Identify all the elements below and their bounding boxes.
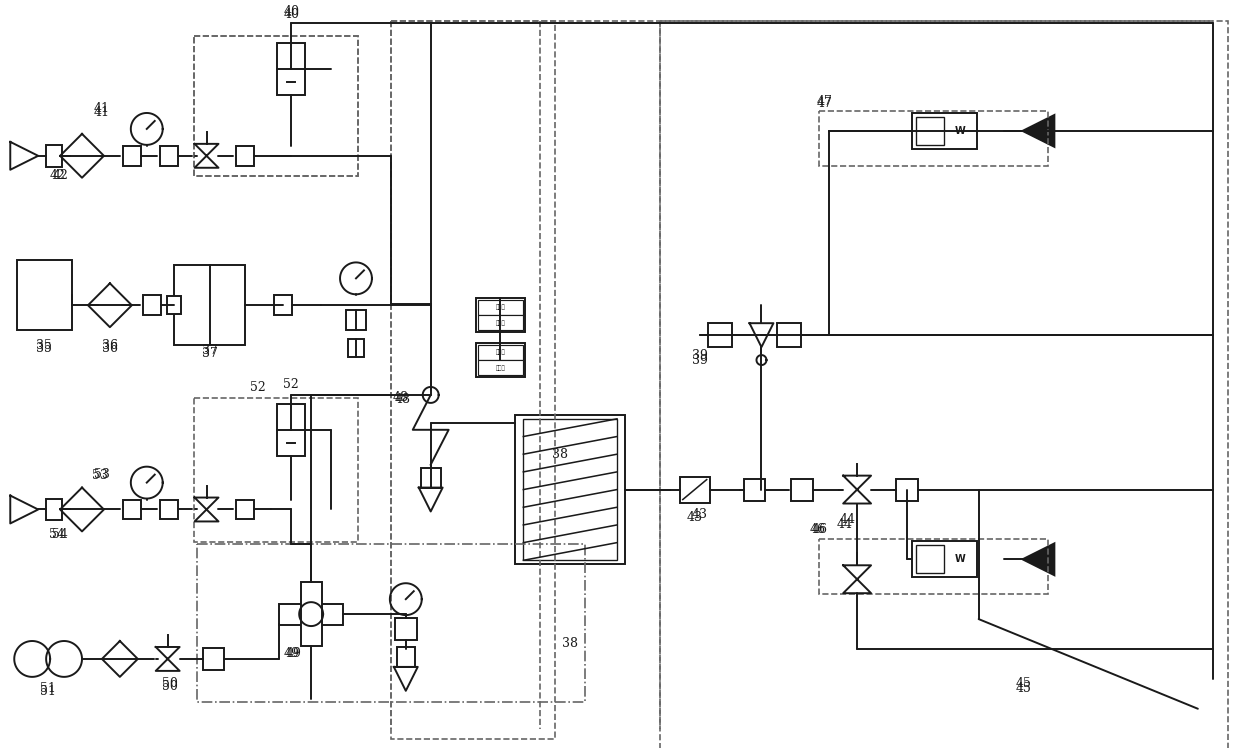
- Text: 43: 43: [687, 511, 703, 524]
- Bar: [193, 36, 358, 176]
- Text: 47: 47: [816, 94, 832, 108]
- Bar: [475, 343, 526, 377]
- Text: 40: 40: [283, 7, 299, 21]
- Bar: [193, 398, 358, 542]
- Polygon shape: [1023, 115, 1054, 147]
- Text: 48: 48: [393, 392, 409, 404]
- Text: 37: 37: [202, 347, 217, 360]
- Text: W: W: [955, 554, 965, 564]
- Text: 54: 54: [50, 528, 64, 541]
- Bar: [278, 43, 305, 95]
- Text: 54: 54: [52, 528, 68, 541]
- Text: 49: 49: [283, 647, 299, 661]
- Bar: [193, 36, 358, 176]
- Bar: [897, 479, 918, 500]
- Text: 40: 40: [283, 4, 299, 18]
- Bar: [202, 648, 224, 670]
- Bar: [911, 542, 977, 577]
- Text: 49: 49: [285, 647, 301, 661]
- Text: 37: 37: [202, 344, 217, 357]
- Bar: [708, 323, 732, 347]
- Bar: [916, 545, 944, 573]
- Bar: [777, 323, 801, 347]
- Text: 46: 46: [811, 523, 827, 536]
- Bar: [274, 295, 293, 315]
- Text: 51: 51: [40, 682, 56, 695]
- Text: 53: 53: [92, 469, 108, 482]
- Text: 41: 41: [94, 103, 110, 115]
- Bar: [791, 479, 813, 500]
- Bar: [477, 360, 523, 375]
- Bar: [160, 500, 177, 520]
- Text: 44: 44: [839, 513, 856, 526]
- Bar: [477, 300, 523, 315]
- Text: 36: 36: [102, 339, 118, 351]
- Text: 46: 46: [810, 523, 826, 536]
- Bar: [477, 315, 523, 330]
- Text: 36: 36: [102, 342, 118, 354]
- Bar: [916, 117, 944, 145]
- Bar: [46, 499, 62, 521]
- Text: 温控器: 温控器: [496, 304, 506, 310]
- Text: 45: 45: [1016, 677, 1032, 691]
- Bar: [237, 500, 254, 520]
- Bar: [279, 604, 343, 625]
- Text: 48: 48: [394, 393, 410, 407]
- Text: 流量表: 流量表: [496, 366, 506, 371]
- Text: 39: 39: [692, 354, 708, 366]
- Text: 50: 50: [161, 680, 177, 694]
- Bar: [166, 297, 181, 315]
- Bar: [301, 582, 322, 646]
- Bar: [143, 295, 161, 315]
- Bar: [397, 647, 414, 667]
- Text: 38: 38: [552, 448, 568, 461]
- Bar: [523, 419, 618, 560]
- Text: 44: 44: [836, 518, 852, 531]
- Text: 45: 45: [1016, 682, 1032, 695]
- Bar: [237, 146, 254, 166]
- Text: 41: 41: [94, 106, 110, 120]
- Text: 42: 42: [52, 169, 68, 182]
- Text: 47: 47: [816, 97, 832, 109]
- Bar: [660, 21, 1228, 748]
- Bar: [278, 404, 305, 455]
- Bar: [391, 21, 556, 739]
- Text: 52: 52: [284, 378, 299, 392]
- Text: 温感器: 温感器: [496, 321, 506, 326]
- Text: 温差仪: 温差仪: [496, 349, 506, 355]
- Text: 35: 35: [36, 342, 52, 354]
- Bar: [346, 310, 366, 330]
- Bar: [820, 111, 1048, 166]
- Text: 52: 52: [250, 381, 267, 395]
- Bar: [394, 618, 417, 640]
- Bar: [348, 339, 365, 357]
- Bar: [516, 415, 625, 564]
- Text: 38: 38: [562, 637, 578, 650]
- Bar: [174, 265, 246, 345]
- Bar: [46, 145, 62, 167]
- Text: 53: 53: [94, 468, 110, 481]
- Bar: [160, 146, 177, 166]
- Bar: [17, 261, 72, 330]
- Text: 50: 50: [161, 677, 177, 691]
- Bar: [123, 146, 141, 166]
- Bar: [475, 298, 526, 332]
- Text: 42: 42: [50, 169, 64, 182]
- Text: 35: 35: [36, 339, 52, 351]
- Polygon shape: [1023, 543, 1054, 575]
- Bar: [123, 500, 141, 520]
- Bar: [197, 545, 585, 702]
- Bar: [680, 476, 709, 503]
- Text: W: W: [955, 126, 965, 136]
- Bar: [477, 345, 523, 360]
- Bar: [911, 113, 977, 149]
- Bar: [820, 539, 1048, 594]
- Text: 43: 43: [692, 508, 708, 521]
- Bar: [744, 479, 765, 500]
- Text: 51: 51: [40, 685, 56, 698]
- Bar: [420, 467, 440, 488]
- Text: 39: 39: [692, 348, 708, 362]
